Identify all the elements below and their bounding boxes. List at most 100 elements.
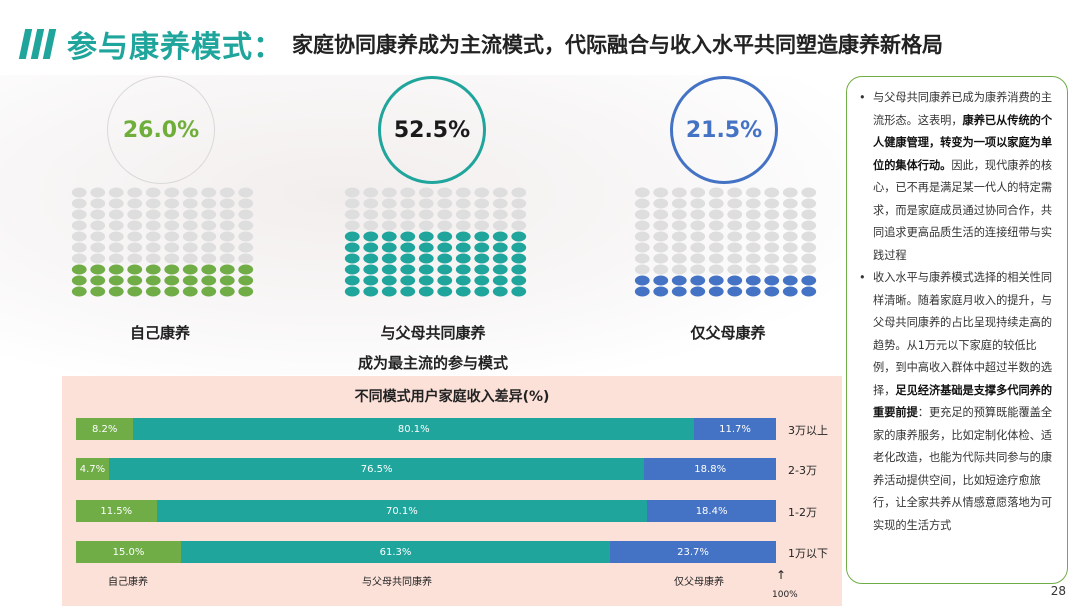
dot-empty <box>219 242 235 253</box>
insight-textbox: 与父母共同康养已成为康养消费的主流形态。这表明，康养已从传统的个人健康管理，转变… <box>846 76 1068 584</box>
self-care-percent: 26.0% <box>107 76 215 184</box>
dot-empty <box>727 242 743 253</box>
dot-empty <box>238 220 254 231</box>
dot-empty <box>90 253 106 264</box>
dot-empty <box>108 231 124 242</box>
dot-empty <box>219 198 235 209</box>
dot-empty <box>90 242 106 253</box>
dot-empty <box>108 198 124 209</box>
dot-filled <box>455 264 471 275</box>
page-number: 28 <box>1050 584 1066 598</box>
bar-value-label: 61.3% <box>379 546 412 558</box>
dot-empty <box>219 253 235 264</box>
dot-empty <box>764 220 780 231</box>
dot-empty <box>90 198 106 209</box>
dot-filled <box>363 253 379 264</box>
dot-empty <box>634 198 650 209</box>
dot-empty <box>363 198 379 209</box>
dot-empty <box>745 198 761 209</box>
dot-filled <box>344 264 360 275</box>
bar-row: 8.2% 80.1% 11.7% <box>76 418 776 440</box>
with-parents-note: 成为最主流的参与模式 <box>357 354 508 372</box>
bar-value-label: 18.8% <box>694 463 727 475</box>
dot-filled <box>437 242 453 253</box>
dot-filled <box>708 286 724 297</box>
dot-empty <box>418 187 434 198</box>
dot-filled <box>127 264 143 275</box>
dot-empty <box>381 187 397 198</box>
dot-empty <box>437 209 453 220</box>
dot-empty <box>344 187 360 198</box>
dot-empty <box>671 264 687 275</box>
bar-segment: 80.1% <box>133 418 695 440</box>
dot-filled <box>381 253 397 264</box>
bar-value-label: 8.2% <box>91 423 118 435</box>
dot-filled <box>381 231 397 242</box>
dot-empty <box>690 231 706 242</box>
page-header: 参与康养模式： 家庭协同康养成为主流模式，代际融合与收入水平共同塑造康养新格局 <box>18 22 943 66</box>
dot-filled <box>201 275 217 286</box>
dot-filled <box>238 275 254 286</box>
legend-self-care: 自己康养 <box>108 577 148 588</box>
dot-filled <box>127 275 143 286</box>
dot-empty <box>145 187 161 198</box>
bar-value-label: 76.5% <box>360 463 393 475</box>
dot-filled <box>164 264 180 275</box>
dot-empty <box>671 187 687 198</box>
dot-empty <box>219 220 235 231</box>
emphasis-text: 足见经济基础是支撑多代同养的重要前提 <box>873 383 1053 420</box>
dot-empty <box>690 187 706 198</box>
dot-empty <box>145 253 161 264</box>
dot-empty <box>782 253 798 264</box>
dot-filled <box>653 286 669 297</box>
dot-empty <box>727 264 743 275</box>
dot-empty <box>708 187 724 198</box>
bar-value-label: 18.4% <box>695 505 728 517</box>
dot-empty <box>708 198 724 209</box>
dot-filled <box>400 242 416 253</box>
self-care-label: 自己康养 <box>129 324 190 342</box>
dot-filled <box>455 253 471 264</box>
dot-empty <box>238 253 254 264</box>
bar-segment: 18.8% <box>644 458 776 480</box>
dot-empty <box>182 242 198 253</box>
bar-segment: 23.7% <box>610 541 776 563</box>
bar-segment: 11.5% <box>76 500 157 522</box>
dot-empty <box>801 231 817 242</box>
dot-filled <box>381 275 397 286</box>
dot-empty <box>71 242 87 253</box>
dot-filled <box>219 286 235 297</box>
dot-filled <box>363 286 379 297</box>
dot-empty <box>690 253 706 264</box>
dot-filled <box>671 286 687 297</box>
dot-empty <box>671 198 687 209</box>
dot-empty <box>764 264 780 275</box>
parents-only-percent: 21.5% <box>670 76 778 184</box>
dot-filled <box>511 264 527 275</box>
dot-empty <box>344 198 360 209</box>
dot-empty <box>201 242 217 253</box>
dot-filled <box>363 242 379 253</box>
dot-empty <box>455 187 471 198</box>
dot-empty <box>127 187 143 198</box>
dot-empty <box>801 209 817 220</box>
dot-filled <box>381 242 397 253</box>
dot-empty <box>164 198 180 209</box>
dot-filled <box>145 275 161 286</box>
dot-empty <box>511 220 527 231</box>
dot-empty <box>127 220 143 231</box>
bar-segment: 61.3% <box>181 541 611 563</box>
category-label: 1-2万 <box>788 506 817 519</box>
dot-filled <box>400 253 416 264</box>
dot-filled <box>71 264 87 275</box>
dot-empty <box>201 209 217 220</box>
dot-filled <box>90 286 106 297</box>
dot-filled <box>344 253 360 264</box>
dot-empty <box>145 209 161 220</box>
dot-empty <box>182 209 198 220</box>
dot-empty <box>764 187 780 198</box>
dot-filled <box>474 253 490 264</box>
dot-filled <box>690 275 706 286</box>
dot-filled <box>90 275 106 286</box>
dot-filled <box>108 264 124 275</box>
